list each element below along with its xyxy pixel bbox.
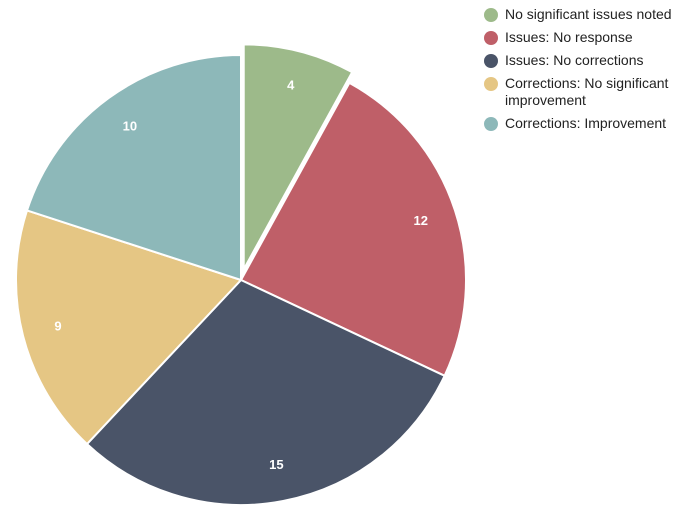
legend-swatch — [484, 54, 498, 68]
slice-data-label: 15 — [269, 457, 283, 472]
legend-swatch — [484, 31, 498, 45]
legend-item[interactable]: Issues: No response — [484, 29, 676, 46]
slice-data-label: 12 — [414, 213, 428, 228]
slice-data-label: 9 — [54, 318, 61, 333]
pie-slice[interactable] — [15, 209, 242, 446]
legend-item[interactable]: Corrections: Improvement — [484, 115, 676, 132]
legend-item[interactable]: Issues: No corrections — [484, 52, 676, 69]
legend-item[interactable]: Corrections: No significant improvement — [484, 75, 676, 109]
pie-slice[interactable] — [85, 279, 446, 506]
legend-label: Issues: No response — [505, 29, 633, 45]
legend-swatch — [484, 117, 498, 131]
legend-label: No significant issues noted — [505, 6, 672, 22]
pie-slice[interactable] — [242, 43, 354, 271]
legend-label: Corrections: Improvement — [505, 115, 667, 131]
pie-slice[interactable] — [240, 81, 467, 377]
legend-swatch — [484, 77, 498, 91]
legend-swatch — [484, 8, 498, 22]
slice-data-label: 4 — [287, 78, 295, 93]
legend: No significant issues noted Issues: No r… — [484, 6, 676, 138]
legend-item[interactable]: No significant issues noted — [484, 6, 676, 23]
pie-slice[interactable] — [26, 54, 242, 281]
slice-data-label: 10 — [123, 119, 137, 134]
legend-label: Corrections: No significant improvement — [505, 75, 669, 108]
legend-label: Issues: No corrections — [505, 52, 644, 68]
